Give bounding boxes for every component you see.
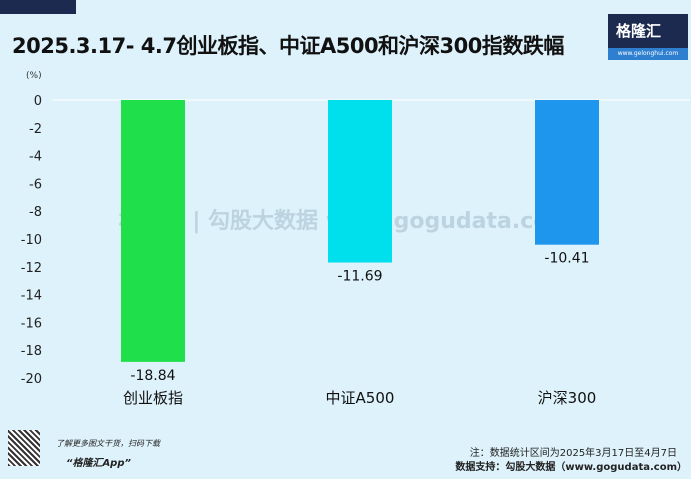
app-name: “格隆汇App” xyxy=(66,458,131,469)
y-tick-label: -6 xyxy=(29,177,42,192)
y-axis-unit: (%) xyxy=(26,71,42,81)
x-tick-label: 中证A500 xyxy=(326,389,395,407)
y-tick-label: -2 xyxy=(29,122,42,137)
y-tick-label: 0 xyxy=(34,94,42,109)
chart-title: 2025.3.17- 4.7创业板指、中证A500和沪深300指数跌幅 xyxy=(12,34,564,58)
footnote: 注：数据统计区间为2025年3月17日至4月7日 xyxy=(469,448,677,459)
data-label: -10.41 xyxy=(544,251,589,267)
bar xyxy=(121,100,185,362)
y-tick-label: -8 xyxy=(29,205,42,220)
bar xyxy=(328,100,392,263)
x-tick-label: 创业板指 xyxy=(123,389,183,407)
bar xyxy=(535,100,599,245)
y-tick-label: -12 xyxy=(21,261,42,276)
y-tick-label: -18 xyxy=(21,344,42,359)
x-tick-label: 沪深300 xyxy=(538,389,597,407)
y-tick-label: -16 xyxy=(21,316,42,331)
y-tick-label: -14 xyxy=(21,289,42,304)
brand-logo: 格隆汇 www.gelonghui.com xyxy=(608,14,688,60)
promo-text: 了解更多图文干货，扫码下载 xyxy=(56,439,160,448)
y-tick-label: -20 xyxy=(21,372,42,387)
data-source: 数据支持：勾股大数据（www.gogudata.com） xyxy=(455,462,687,473)
bar-chart: (%)0-2-4-6-8-10-12-14-16-18-20格隆汇 | 勾股大数… xyxy=(21,71,690,407)
qr-code xyxy=(8,430,40,466)
data-label: -11.69 xyxy=(337,268,382,284)
y-tick-label: -4 xyxy=(29,150,42,165)
y-tick-label: -10 xyxy=(21,233,42,248)
data-label: -18.84 xyxy=(130,368,175,384)
corner-decoration xyxy=(0,0,76,14)
